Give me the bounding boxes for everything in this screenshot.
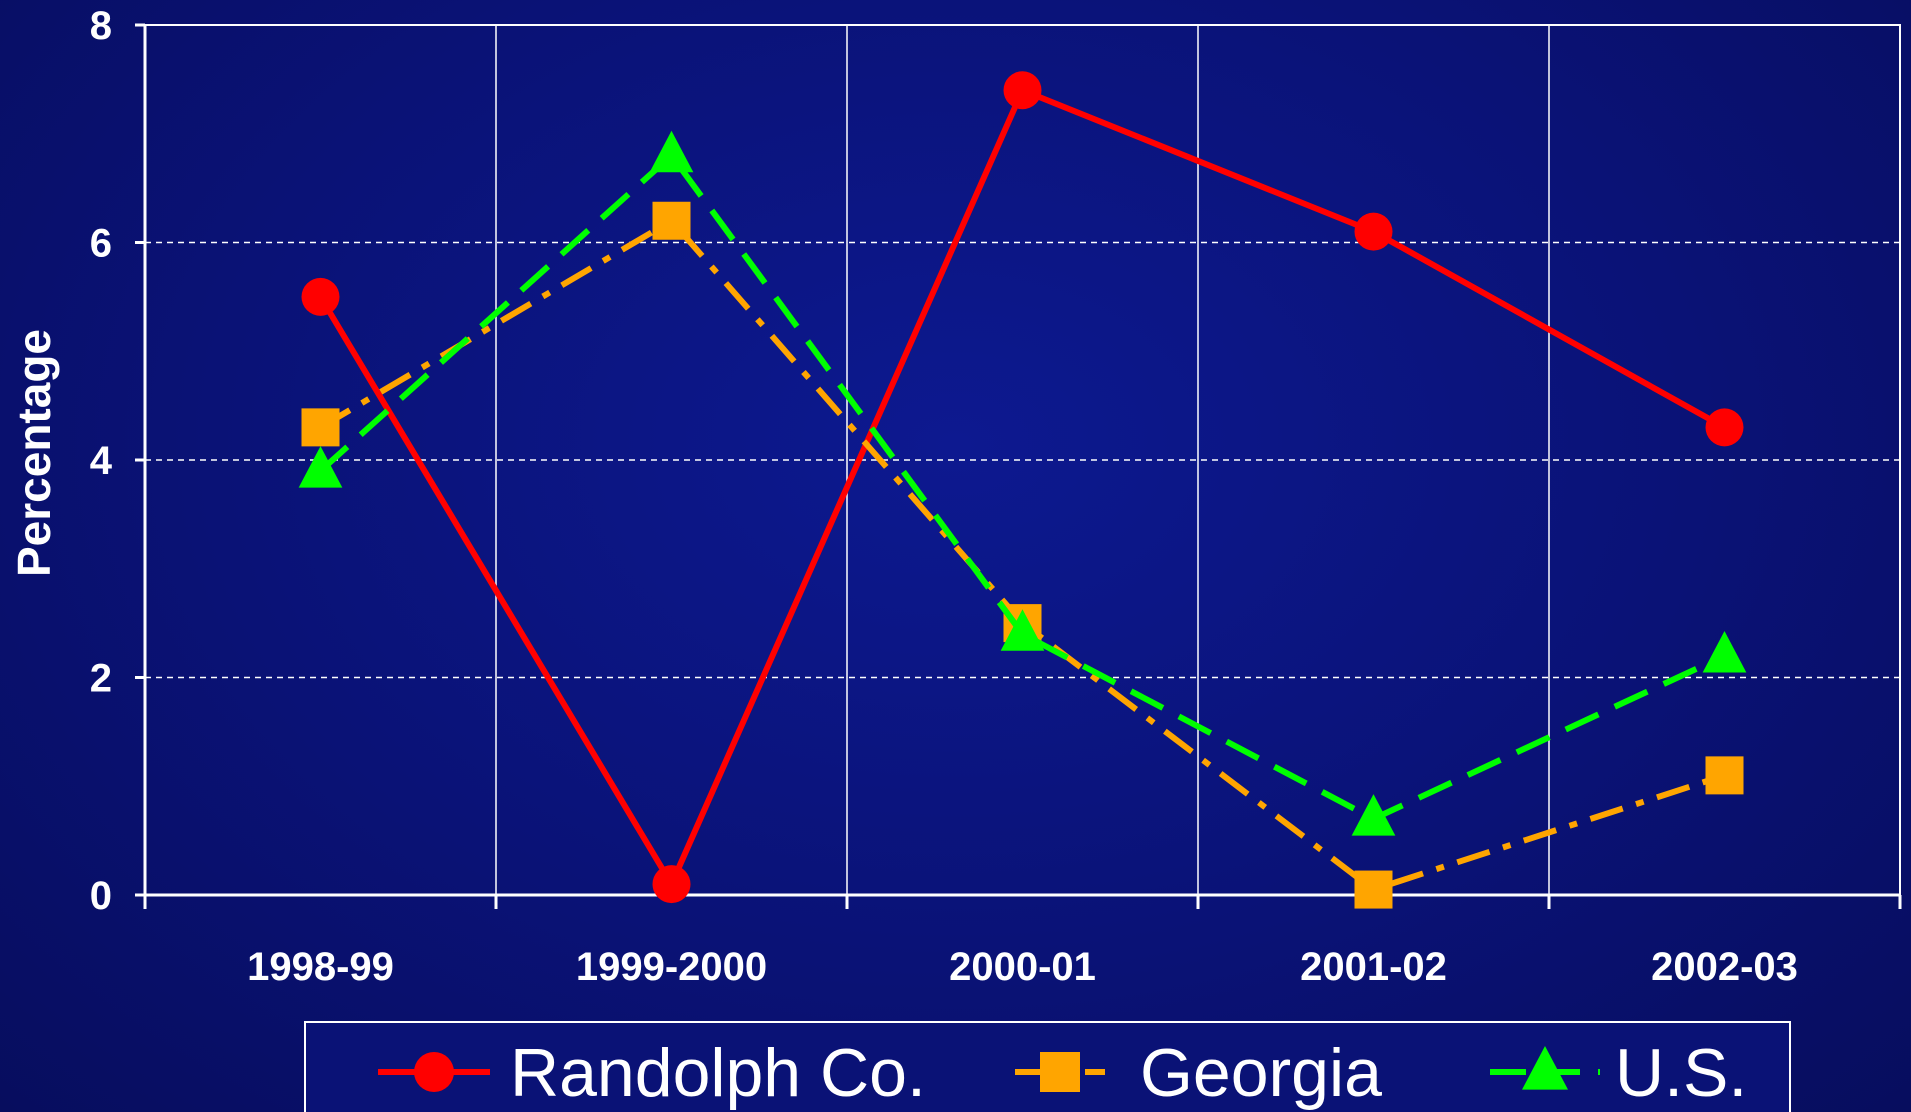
x-axis: 1998-99 1999-2000 2000-01 2001-02 2002-03 — [143, 893, 1902, 989]
legend-marker — [1040, 1052, 1080, 1092]
plot-area — [144, 24, 1901, 896]
data-point — [1003, 71, 1042, 110]
x-tick-label: 2002-03 — [1651, 945, 1798, 989]
legend-marker — [1522, 1045, 1568, 1090]
x-tick-label: 2000-01 — [949, 945, 1096, 989]
x-tick-label: 1999-2000 — [576, 945, 767, 989]
plot-border — [144, 24, 1901, 896]
series-line — [317, 87, 1726, 888]
data-point — [652, 201, 691, 240]
data-point — [1351, 794, 1396, 836]
data-point — [649, 130, 694, 173]
y-tick-label: 4 — [90, 439, 113, 483]
x-tick-label: 1998-99 — [247, 945, 394, 989]
y-tick-label: 2 — [90, 657, 112, 701]
legend: Randolph Co. Georgia U.S. — [304, 1021, 1791, 1112]
data-point — [298, 446, 343, 488]
y-tick-label: 6 — [90, 222, 112, 266]
data-point — [1354, 212, 1393, 251]
data-point — [652, 865, 691, 904]
data-point — [1705, 756, 1744, 795]
series-georgia — [301, 201, 1744, 909]
data-point — [1705, 408, 1744, 447]
series-line — [318, 217, 1726, 893]
data-point — [1354, 870, 1393, 909]
y-tick-label: 8 — [90, 4, 112, 48]
y-tick-label: 0 — [90, 874, 112, 918]
legend-entry: Randolph Co. — [378, 1035, 926, 1111]
y-axis-title: Percentage — [8, 329, 60, 577]
data-point — [301, 408, 340, 447]
legend-entry: U.S. — [1490, 1035, 1747, 1111]
legend-label: Randolph Co. — [510, 1035, 926, 1111]
y-axis: 0 2 4 6 8 — [90, 4, 147, 918]
series-randolph-co- — [301, 71, 1744, 904]
legend-label: Georgia — [1140, 1035, 1382, 1111]
x-tick-label: 2001-02 — [1300, 945, 1447, 989]
data-point — [1000, 609, 1045, 651]
data-point — [301, 277, 340, 316]
series-line — [318, 152, 1726, 822]
legend-label: U.S. — [1615, 1035, 1747, 1111]
legend-entry: Georgia — [1015, 1035, 1382, 1111]
data-point — [1702, 631, 1747, 673]
series-u-s- — [298, 130, 1747, 836]
series-layer — [298, 71, 1747, 909]
legend-marker — [414, 1052, 454, 1092]
